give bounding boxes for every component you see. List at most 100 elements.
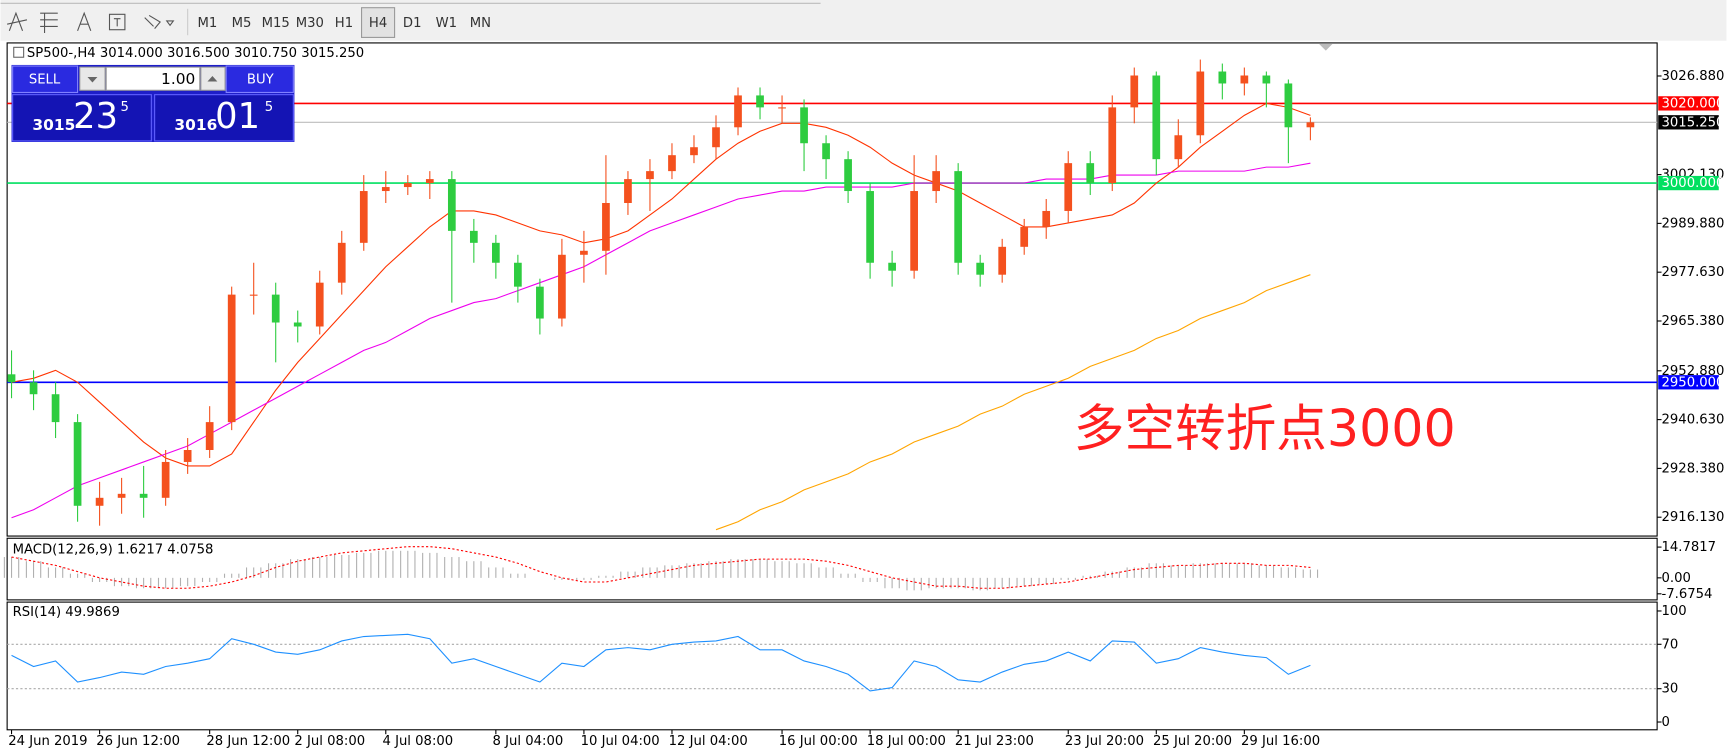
candle-body bbox=[95, 497, 104, 506]
lot-text: 1.00 bbox=[161, 70, 195, 88]
candle-body bbox=[293, 322, 302, 327]
timeframe-button[interactable]: M1 bbox=[198, 16, 218, 31]
timeframes: M1 M5 M15 M30 H1 H4 D1 W1 MN bbox=[198, 7, 491, 38]
macd-label: MACD(12,26,9) 1.6217 4.0758 bbox=[13, 542, 214, 557]
candle-body bbox=[866, 191, 874, 263]
rsi-pane bbox=[6, 601, 1658, 731]
x-tick-label: 28 Jun 12:00 bbox=[206, 734, 290, 749]
y-tick-label: 2952.880 bbox=[1662, 364, 1725, 379]
y-tick-label: 2940.630 bbox=[1662, 413, 1725, 428]
buy-button[interactable] bbox=[225, 65, 294, 94]
candle-body bbox=[492, 242, 500, 263]
y-tick-label: -7.6754 bbox=[1662, 587, 1713, 602]
price-label: 3015.250 bbox=[1662, 115, 1725, 130]
sell-price[interactable] bbox=[12, 94, 152, 142]
price-pips: 23 bbox=[73, 96, 118, 137]
candle-body bbox=[425, 179, 434, 184]
candle-body bbox=[1108, 107, 1117, 184]
y-tick-label: 30 bbox=[1662, 682, 1679, 697]
moving-average bbox=[715, 274, 1311, 531]
y-tick-label: 2965.380 bbox=[1662, 314, 1725, 329]
lot-input[interactable] bbox=[105, 66, 201, 91]
candle-body bbox=[1086, 163, 1095, 184]
buy-price[interactable] bbox=[154, 94, 294, 142]
price-big-figure: 3016 bbox=[174, 116, 217, 134]
candle-body bbox=[447, 179, 456, 231]
y-tick-label: 0.00 bbox=[1662, 571, 1691, 586]
x-tick-label: 18 Jul 00:00 bbox=[867, 734, 946, 749]
y-tick-label: 2989.880 bbox=[1662, 216, 1725, 231]
candle-body bbox=[888, 262, 896, 271]
candle-body bbox=[7, 374, 16, 383]
candle-body bbox=[712, 127, 720, 148]
rsi-line bbox=[11, 633, 1311, 692]
price-label-bg bbox=[1658, 96, 1719, 111]
candle-body bbox=[1064, 163, 1073, 211]
tool-icon[interactable] bbox=[108, 13, 126, 31]
x-tick-label: 4 Jul 08:00 bbox=[382, 734, 453, 749]
candle-body bbox=[381, 187, 390, 192]
candle-body bbox=[514, 262, 522, 287]
candle-body bbox=[1174, 135, 1183, 160]
price-fraction: 5 bbox=[121, 100, 129, 115]
y-tick-label: 14.7817 bbox=[1662, 540, 1717, 555]
candle-body bbox=[73, 422, 82, 506]
candle-body bbox=[403, 183, 412, 188]
timeframe-button[interactable]: W1 bbox=[436, 16, 457, 31]
arrow bbox=[87, 77, 98, 83]
symbol-icon bbox=[13, 46, 25, 58]
candle-body bbox=[359, 191, 368, 243]
price-label-bg bbox=[1658, 115, 1719, 130]
trade-panel: SELL 1.00 BUY 3015 23 5 3016 01 5 bbox=[11, 64, 295, 142]
candle-body bbox=[910, 191, 918, 271]
rsi-label: RSI(14) 49.9869 bbox=[13, 605, 120, 620]
candle-body bbox=[932, 171, 941, 192]
sell-button[interactable] bbox=[12, 65, 79, 94]
candle-body bbox=[337, 242, 346, 283]
candle-body bbox=[756, 95, 764, 108]
candle-body bbox=[315, 282, 324, 327]
timeframe-button[interactable]: H1 bbox=[335, 16, 353, 31]
candle-body bbox=[998, 246, 1007, 275]
y-tick-label: 70 bbox=[1662, 637, 1679, 652]
shift-marker bbox=[1319, 44, 1333, 51]
timeframe-button[interactable]: M15 bbox=[262, 16, 290, 31]
candle-body bbox=[1306, 122, 1315, 128]
candle-body bbox=[29, 382, 38, 395]
candle-body bbox=[954, 171, 963, 263]
x-tick-label: 23 Jul 20:00 bbox=[1065, 734, 1144, 749]
candle-body bbox=[734, 95, 742, 128]
timeframe-button[interactable]: MN bbox=[470, 16, 491, 31]
timeframe-button[interactable]: M30 bbox=[296, 16, 324, 31]
x-tick-label: 8 Jul 04:00 bbox=[493, 734, 564, 749]
tool-icon[interactable] bbox=[77, 11, 92, 32]
candle-body bbox=[1218, 71, 1227, 84]
candle-body bbox=[1130, 75, 1139, 108]
y-tick-label: 2977.630 bbox=[1662, 265, 1725, 280]
candle-body bbox=[205, 422, 214, 451]
price-label: 2950.000 bbox=[1662, 375, 1725, 390]
candle-body bbox=[822, 143, 830, 160]
axes: 3026.8803002.1302989.8802977.6302965.380… bbox=[8, 69, 1724, 749]
macd-pane bbox=[6, 537, 1658, 601]
y-tick-label: 2916.130 bbox=[1662, 510, 1725, 525]
tool-icon[interactable] bbox=[113, 18, 121, 27]
candle-body bbox=[690, 147, 698, 156]
y-tick-label: 0 bbox=[1662, 715, 1670, 730]
timeframe-button[interactable]: M5 bbox=[232, 16, 252, 31]
candle-body bbox=[183, 450, 192, 462]
timeframe-button[interactable]: H4 bbox=[369, 16, 387, 31]
candle-body bbox=[1262, 75, 1271, 84]
tool-icon[interactable] bbox=[144, 14, 175, 29]
timeframe-button[interactable]: D1 bbox=[403, 16, 422, 31]
price-label: 3020.000 bbox=[1662, 96, 1725, 111]
candle-body bbox=[117, 493, 126, 498]
tool-icon[interactable] bbox=[7, 11, 28, 32]
y-tick-label: 2928.380 bbox=[1662, 461, 1725, 476]
price-label: 3000.000 bbox=[1662, 176, 1725, 191]
candle-body bbox=[580, 250, 588, 255]
macd-plot bbox=[3, 546, 1319, 591]
tool-icon[interactable] bbox=[40, 12, 58, 34]
